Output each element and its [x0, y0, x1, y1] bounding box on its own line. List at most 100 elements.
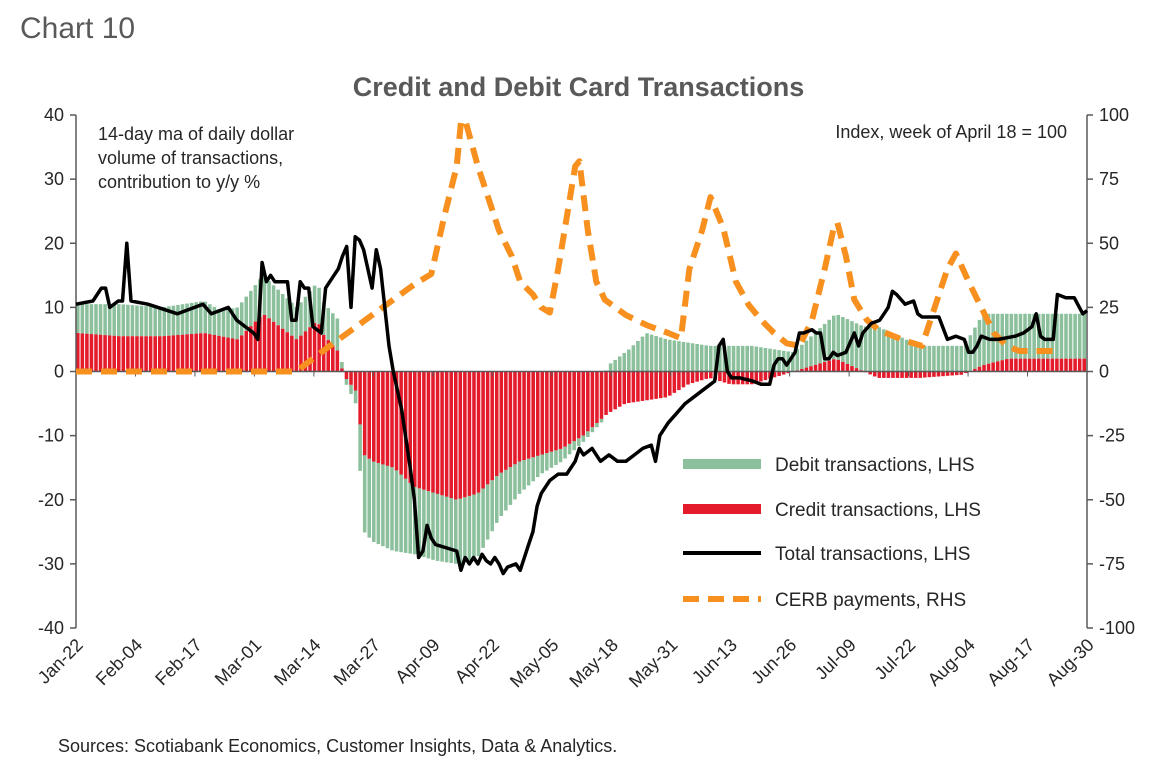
- debit-bar: [135, 305, 139, 337]
- debit-bar: [927, 345, 932, 372]
- debit-bar: [153, 306, 157, 337]
- debit-bar: [408, 482, 412, 554]
- credit-bar: [299, 335, 303, 372]
- debit-bar: [349, 384, 353, 395]
- debit-bar: [772, 349, 777, 372]
- debit-bar: [1068, 313, 1073, 359]
- x-tick-label: Jan-22: [34, 635, 87, 688]
- debit-bar: [736, 345, 740, 372]
- credit-bar: [89, 334, 94, 372]
- credit-bar: [781, 371, 786, 375]
- credit-bar: [331, 345, 335, 372]
- credit-bar: [167, 335, 171, 372]
- credit-bar: [540, 371, 545, 455]
- debit-bar: [476, 492, 481, 557]
- debit-bar: [385, 465, 390, 549]
- debit-bar: [759, 347, 763, 372]
- debit-bar: [535, 455, 540, 478]
- debit-bar: [144, 306, 148, 337]
- debit-bar: [740, 345, 745, 372]
- credit-bar: [381, 371, 385, 465]
- credit-bar: [362, 371, 367, 456]
- credit-bar: [1032, 358, 1036, 372]
- debit-bar: [230, 308, 235, 339]
- right-y-tick-label: 100: [1099, 105, 1129, 125]
- debit-bar: [750, 345, 754, 372]
- credit-bar: [372, 371, 376, 462]
- debit-bar: [431, 492, 435, 560]
- debit-bar: [836, 314, 841, 360]
- credit-bar: [426, 371, 431, 492]
- credit-bar: [422, 371, 426, 490]
- debit-bar: [913, 343, 918, 372]
- debit-bar: [280, 294, 285, 329]
- credit-bar: [850, 366, 854, 372]
- right-axis-note: Index, week of April 18 = 100: [835, 122, 1067, 142]
- debit-bar: [449, 498, 453, 564]
- debit-bar: [558, 448, 563, 463]
- credit-bar: [144, 336, 148, 372]
- debit-bar: [709, 345, 713, 372]
- credit-bar: [463, 371, 467, 498]
- x-tick-label: Aug-30: [1043, 635, 1098, 690]
- credit-bar: [535, 371, 540, 456]
- debit-bar: [189, 302, 194, 334]
- x-tick-label: Jun-26: [747, 635, 800, 688]
- x-tick-label: Aug-17: [983, 635, 1038, 690]
- credit-bar: [595, 371, 599, 423]
- credit-bar: [467, 371, 472, 496]
- credit-bar: [239, 335, 244, 372]
- debit-bar: [294, 307, 299, 340]
- credit-bar: [841, 361, 845, 372]
- credit-bar: [631, 371, 636, 403]
- debit-bar: [126, 304, 130, 337]
- credit-bar: [326, 340, 331, 372]
- credit-bar: [176, 335, 180, 372]
- credit-bar: [76, 333, 80, 372]
- debit-bar: [909, 341, 913, 372]
- debit-bar: [608, 363, 613, 372]
- credit-bar: [94, 334, 98, 372]
- debit-bar: [522, 460, 526, 490]
- x-tick-label: Mar-14: [270, 635, 324, 689]
- credit-bar: [545, 371, 549, 454]
- debit-bar: [663, 338, 668, 372]
- credit-bar: [681, 371, 686, 388]
- credit-bar: [1077, 358, 1082, 372]
- debit-bar: [463, 497, 467, 562]
- debit-bar: [904, 339, 909, 372]
- credit-bar: [882, 371, 886, 378]
- debit-bar: [563, 446, 567, 459]
- credit-bar: [244, 330, 249, 372]
- debit-bar: [572, 441, 576, 451]
- debit-bar: [982, 313, 986, 365]
- credit-bar: [658, 371, 663, 399]
- debit-bar: [335, 318, 340, 351]
- credit-bar: [959, 371, 964, 375]
- credit-bar: [217, 335, 221, 372]
- credit-bar: [194, 333, 198, 372]
- debit-bar: [440, 495, 444, 562]
- credit-bar: [221, 336, 226, 372]
- credit-bar: [813, 364, 818, 372]
- x-tick-label: Jul-09: [811, 635, 860, 684]
- debit-bar: [490, 480, 494, 532]
- credit-bar: [171, 335, 176, 372]
- credit-bar: [198, 333, 203, 372]
- debit-bar: [863, 326, 868, 372]
- debit-bar: [394, 470, 399, 552]
- debit-bar: [212, 306, 217, 335]
- series-lines: [75, 117, 1089, 576]
- credit-bar: [1027, 358, 1032, 372]
- credit-bar: [704, 371, 709, 379]
- debit-bar: [545, 453, 549, 471]
- credit-bar: [517, 371, 522, 462]
- debit-bar: [704, 345, 709, 372]
- debit-bar: [485, 484, 490, 540]
- credit-bar: [116, 336, 121, 372]
- credit-bar: [877, 371, 882, 378]
- debit-bar: [895, 335, 900, 372]
- credit-bar: [558, 371, 563, 449]
- debit-bar: [180, 304, 185, 335]
- credit-bar: [472, 371, 476, 495]
